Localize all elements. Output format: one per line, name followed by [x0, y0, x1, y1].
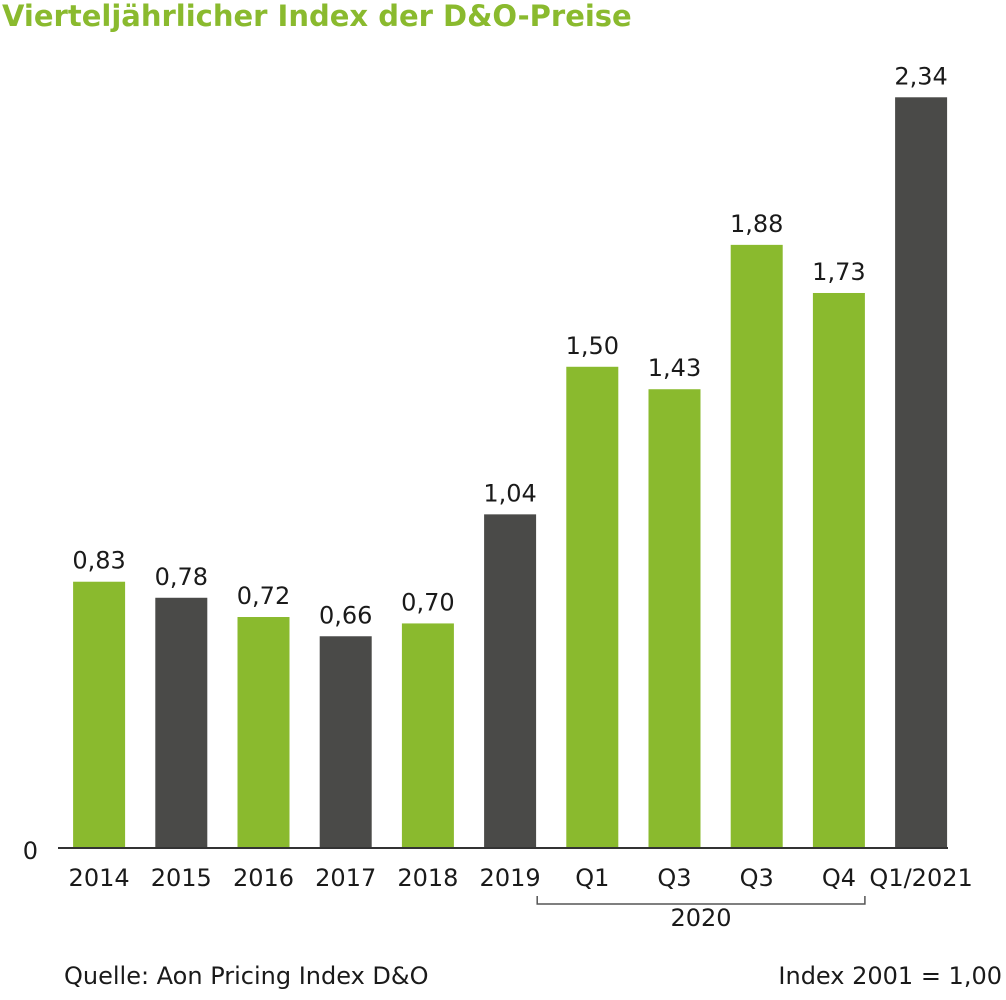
- bar: [895, 97, 948, 848]
- group-label: 2020: [671, 904, 732, 932]
- y-tick-label: 0: [23, 837, 38, 865]
- bar: [155, 597, 208, 848]
- x-tick-label: 2014: [69, 864, 130, 892]
- bar: [648, 389, 701, 848]
- value-label: 1,04: [483, 479, 536, 507]
- x-tick-label: 2016: [233, 864, 294, 892]
- x-tick-label: Q1/2021: [869, 864, 972, 892]
- x-tick-label: 2015: [151, 864, 212, 892]
- bar: [484, 514, 537, 848]
- group-bracket: [536, 896, 866, 905]
- note: Index 2001 = 1,00: [778, 962, 1002, 990]
- bar: [73, 581, 126, 848]
- x-tick-label: Q3: [657, 864, 691, 892]
- value-label: 1,50: [566, 332, 619, 360]
- value-label: 2,34: [894, 62, 947, 90]
- value-label: 0,66: [319, 601, 372, 629]
- source: Quelle: Aon Pricing Index D&O: [64, 962, 429, 990]
- value-label: 1,43: [648, 354, 701, 382]
- value-label: 0,70: [401, 588, 454, 616]
- value-label: 0,72: [237, 582, 290, 610]
- bar: [401, 623, 454, 848]
- bar: [237, 617, 290, 848]
- bar: [730, 244, 783, 849]
- bar: [566, 366, 619, 848]
- value-label: 1,88: [730, 210, 783, 238]
- chart-title: Vierteljährlicher Index der D&O-Preise: [2, 0, 632, 33]
- x-tick-label: Q4: [822, 864, 856, 892]
- value-label: 1,73: [812, 258, 865, 286]
- x-tick-label: Q1: [575, 864, 609, 892]
- x-tick-label: 2017: [315, 864, 376, 892]
- value-label: 0,83: [72, 547, 125, 575]
- bar: [812, 292, 865, 848]
- x-tick-label: Q3: [740, 864, 774, 892]
- value-label: 0,78: [155, 563, 208, 591]
- x-tick-label: 2019: [480, 864, 541, 892]
- x-tick-label: 2018: [397, 864, 458, 892]
- bar: [319, 636, 372, 848]
